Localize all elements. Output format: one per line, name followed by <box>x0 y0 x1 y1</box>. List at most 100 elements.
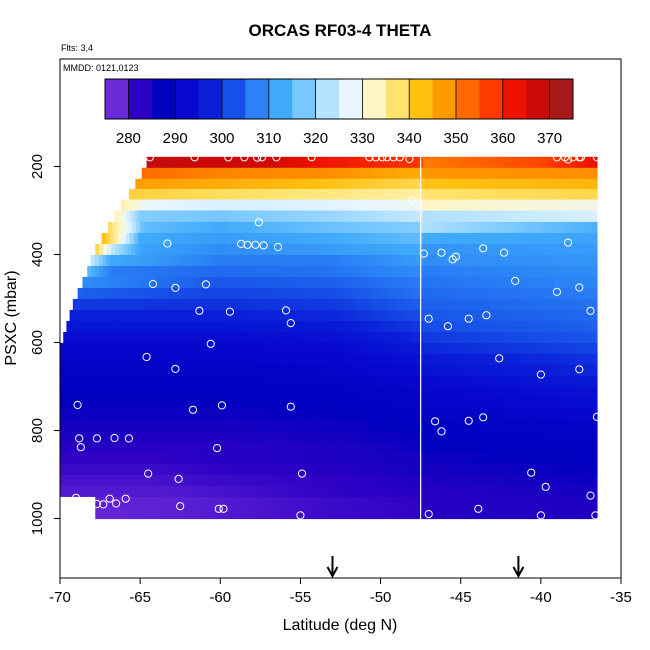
theta-cell <box>184 452 189 465</box>
theta-cell <box>446 287 451 300</box>
theta-cell <box>568 496 574 509</box>
theta-cell <box>460 496 466 509</box>
theta-cell <box>133 232 139 245</box>
theta-cell <box>136 364 141 377</box>
theta-cell <box>250 210 256 223</box>
theta-cell <box>512 485 518 498</box>
theta-cell <box>543 210 548 223</box>
theta-cell <box>68 474 73 487</box>
theta-cell <box>244 430 249 443</box>
theta-cell <box>308 342 314 355</box>
theta-cell <box>60 353 65 366</box>
theta-cell <box>248 485 253 498</box>
theta-cell <box>205 199 210 212</box>
theta-cell <box>279 243 285 256</box>
theta-cell <box>123 243 128 256</box>
theta-cell <box>448 221 454 234</box>
observation-point <box>568 153 578 162</box>
theta-cell <box>512 419 518 432</box>
theta-cell <box>192 474 197 487</box>
theta-cell <box>164 474 169 487</box>
theta-cell <box>468 397 474 410</box>
theta-cell <box>399 320 404 333</box>
theta-cell <box>303 178 309 190</box>
theta-cell <box>544 463 550 476</box>
theta-cell <box>278 320 284 333</box>
observation-point <box>575 283 584 292</box>
theta-cell <box>92 474 97 487</box>
theta-cell <box>412 430 418 443</box>
theta-cell <box>399 156 404 169</box>
observation-point <box>586 491 595 500</box>
observation-point <box>591 511 600 520</box>
theta-cell <box>300 430 306 443</box>
observation-point <box>527 468 536 477</box>
theta-cell <box>225 199 230 212</box>
theta-cell <box>236 474 241 487</box>
theta-cell <box>402 167 407 180</box>
theta-cell <box>484 419 490 432</box>
theta-cell <box>496 375 502 388</box>
theta-cell <box>134 254 140 267</box>
theta-cell <box>556 386 562 399</box>
theta-cell <box>112 485 117 498</box>
theta-cell <box>319 243 325 256</box>
theta-cell <box>329 199 334 212</box>
theta-cell <box>429 298 435 311</box>
theta-cell <box>105 287 111 300</box>
theta-cell <box>99 243 104 256</box>
theta-cell <box>336 353 342 366</box>
theta-cell <box>277 199 282 212</box>
theta-cell <box>443 331 449 344</box>
theta-cell <box>435 243 441 256</box>
theta-cell <box>252 430 257 443</box>
theta-cell <box>244 397 249 410</box>
theta-cell <box>324 397 330 410</box>
colorbar-swatch <box>151 79 176 119</box>
theta-cell <box>253 298 258 311</box>
theta-cell <box>435 254 440 267</box>
theta-cell <box>228 507 233 520</box>
theta-cell <box>84 452 89 465</box>
theta-cell <box>339 243 345 256</box>
theta-cell <box>536 331 541 344</box>
theta-cell <box>80 386 85 399</box>
theta-cell <box>368 408 374 421</box>
theta-cell <box>298 156 304 169</box>
theta-cell <box>335 265 341 278</box>
theta-cell <box>582 167 588 180</box>
theta-cell <box>95 331 100 344</box>
theta-cell <box>172 507 177 520</box>
theta-cell <box>542 287 548 300</box>
theta-cell <box>560 353 566 366</box>
theta-cell <box>587 254 592 267</box>
theta-cell <box>436 375 442 388</box>
theta-cell <box>568 331 573 344</box>
theta-cell <box>516 178 521 190</box>
y-tick-label: 800 <box>29 418 46 443</box>
theta-cell <box>180 474 185 487</box>
theta-cell <box>467 178 473 190</box>
theta-cell <box>281 188 286 201</box>
theta-cell <box>560 441 566 454</box>
theta-cell <box>399 254 404 267</box>
theta-cell <box>487 331 493 344</box>
theta-cell <box>460 408 466 421</box>
theta-cell <box>156 375 161 388</box>
theta-cell <box>396 342 402 355</box>
theta-cell <box>484 408 490 421</box>
theta-cell <box>72 474 77 487</box>
theta-cell <box>297 188 302 201</box>
theta-cell <box>188 353 193 366</box>
theta-cell <box>152 397 157 410</box>
theta-cell <box>352 441 358 454</box>
theta-cell <box>332 364 338 377</box>
theta-cell <box>172 463 177 476</box>
theta-cell <box>308 452 314 465</box>
theta-cell <box>404 474 410 487</box>
theta-cell <box>174 156 180 169</box>
theta-cell <box>125 309 131 322</box>
theta-cell <box>260 408 265 421</box>
theta-cell <box>407 320 412 333</box>
theta-cell <box>231 178 237 190</box>
